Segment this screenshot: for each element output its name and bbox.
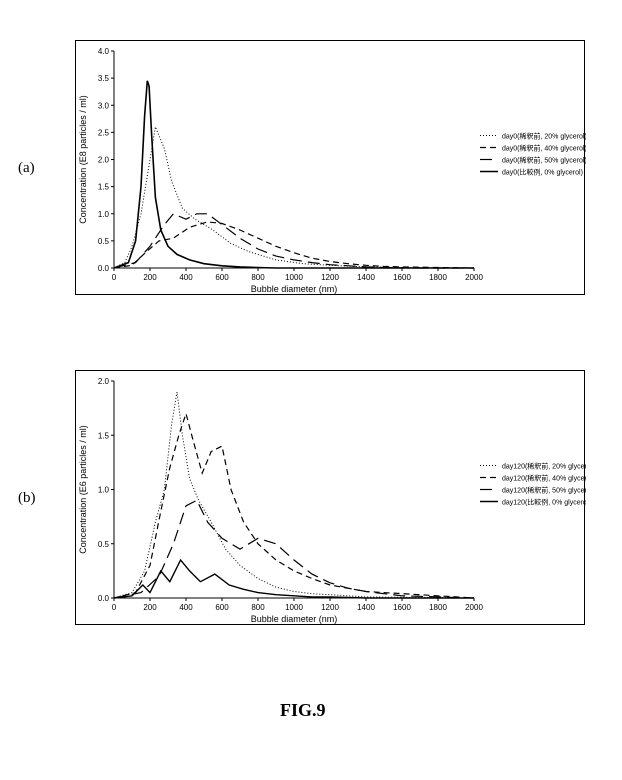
x-tick-label: 2000: [465, 273, 483, 282]
series-line: [114, 214, 474, 268]
legend-label: day120(稀釈前, 50% glycerol): [502, 486, 586, 495]
legend-label: day120(比較例, 0% glycerol): [502, 498, 586, 507]
legend-label: day0(稀釈前, 50% glycerol): [502, 156, 586, 165]
panel-a-svg: 0 200 400 600 800 1000 1200 1400 1600 1800 2000 0.0…: [76, 41, 586, 296]
x-axis-title: Bubble diameter (nm): [251, 614, 338, 624]
legend-label: day0(比較例, 0% glycerol): [502, 168, 583, 177]
series-line: [114, 414, 474, 598]
x-tick-label: 600: [215, 603, 229, 612]
panel-a-label: (a): [18, 160, 35, 177]
x-tick-label: 2000: [465, 603, 483, 612]
x-tick-label: 1200: [321, 603, 339, 612]
x-tick-label: 200: [143, 273, 157, 282]
panel-b-label: (b): [18, 490, 36, 507]
y-tick-label: 0.5: [98, 237, 110, 246]
x-axis-title: Bubble diameter (nm): [251, 284, 338, 294]
x-tick-label: 1800: [429, 273, 447, 282]
x-tick-label: 800: [251, 273, 265, 282]
y-tick-label: 1.0: [98, 486, 110, 495]
y-tick-label: 2.5: [98, 128, 110, 137]
x-tick-label: 1000: [285, 273, 303, 282]
y-tick-label: 1.0: [98, 210, 110, 219]
x-tick-label: 400: [179, 273, 193, 282]
x-tick-label: 0: [112, 603, 117, 612]
legend-label: day0(稀釈前, 40% glycerol): [502, 144, 586, 153]
y-axis-title: Concentration (E6 particles / ml): [78, 425, 88, 554]
x-tick-label: 1400: [357, 603, 375, 612]
y-tick-label: 3.0: [98, 101, 110, 110]
y-tick-label: 4.0: [98, 47, 110, 56]
y-tick-label: 2.0: [98, 156, 110, 165]
x-tick-label: 600: [215, 273, 229, 282]
x-tick-label: 1600: [393, 273, 411, 282]
x-tick-label: 800: [251, 603, 265, 612]
x-tick-label: 200: [143, 603, 157, 612]
y-tick-label: 0.0: [98, 264, 110, 273]
x-tick-label: 1200: [321, 273, 339, 282]
x-tick-label: 1400: [357, 273, 375, 282]
panel-b-chart: 0 200 400 600 800 1000 1200 1400 1600 1800 2000 0.0…: [75, 370, 585, 625]
page: (a) 0 200 400 600 800 1000 1200 1400 1600 1800 200…: [0, 0, 622, 780]
x-tick-label: 1800: [429, 603, 447, 612]
figure-label: FIG.9: [280, 700, 326, 721]
x-tick-label: 1000: [285, 603, 303, 612]
series-line: [114, 500, 474, 598]
y-axis-title: Concentration (E8 particles / ml): [78, 95, 88, 224]
series-line: [114, 392, 474, 598]
series-line: [114, 81, 474, 268]
legend-label: day120(稀釈前, 40% glycerol): [502, 474, 586, 483]
y-tick-label: 0.5: [98, 540, 110, 549]
y-tick-label: 3.5: [98, 74, 110, 83]
panel-b-svg: 0 200 400 600 800 1000 1200 1400 1600 1800 2000 0.0…: [76, 371, 586, 626]
y-tick-label: 2.0: [98, 377, 110, 386]
series-line: [114, 560, 474, 598]
legend-label: day0(稀釈前, 20% glycerol): [502, 132, 586, 141]
x-tick-label: 1600: [393, 603, 411, 612]
y-tick-label: 1.5: [98, 431, 110, 440]
legend-label: day120(稀釈前, 20% glycerol): [502, 462, 586, 471]
y-tick-label: 0.0: [98, 594, 110, 603]
x-tick-label: 400: [179, 603, 193, 612]
panel-a-chart: 0 200 400 600 800 1000 1200 1400 1600 1800 2000 0.0…: [75, 40, 585, 295]
x-tick-label: 0: [112, 273, 117, 282]
y-tick-label: 1.5: [98, 183, 110, 192]
